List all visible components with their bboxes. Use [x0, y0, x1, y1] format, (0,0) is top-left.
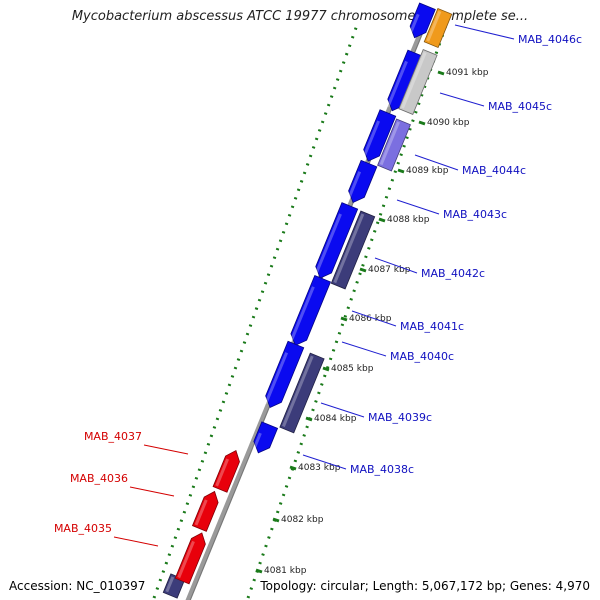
gene-leader-line-left [129, 486, 175, 497]
gene-leader-line [351, 310, 397, 327]
forward-gene-body [191, 490, 219, 532]
reverse-gene-body [253, 421, 279, 454]
outer-gene-highlight [282, 355, 314, 428]
outer-gene-body [377, 118, 411, 172]
major-tick [437, 70, 445, 76]
scale-label: 4087 kbp [368, 265, 411, 275]
forward-gene-body [174, 532, 206, 585]
gene-leader-line [320, 402, 365, 418]
outer-gene [398, 49, 438, 115]
reverse-gene-highlight [408, 13, 420, 35]
scale-label: 4085 kbp [331, 364, 374, 374]
scale-label: 4088 kbp [387, 215, 430, 225]
reverse-gene [347, 159, 378, 203]
reverse-gene-highlight [347, 171, 362, 200]
major-tick [322, 366, 330, 372]
gene-label-right: MAB_4045c [488, 100, 552, 113]
reverse-gene-body [409, 2, 436, 39]
topology-text: Topology: circular; Length: 5,067,172 bp… [260, 579, 590, 593]
gene-leader-line [341, 341, 387, 357]
forward-gene-highlight [177, 540, 195, 579]
gene-label-right: MAB_4043c [443, 208, 507, 221]
outer-gene [279, 352, 325, 434]
scale-label: 4090 kbp [427, 118, 470, 128]
forward-gene [174, 532, 206, 585]
scale-label: 4082 kbp [281, 515, 324, 525]
forward-gene-highlight [194, 499, 208, 526]
outer-gene-highlight [333, 213, 365, 284]
gene-leader-line [439, 92, 485, 107]
outer-gene-highlight [165, 576, 175, 593]
scale-label: 4084 kbp [314, 414, 357, 424]
reverse-gene-highlight [289, 286, 315, 342]
major-tick [359, 267, 367, 273]
outer-gene-highlight [401, 51, 427, 109]
major-tick [305, 416, 313, 422]
outer-gene-body [279, 352, 325, 434]
gene-label-right: MAB_4041c [400, 320, 464, 333]
tick-track-inner [246, 24, 448, 599]
major-tick [418, 120, 426, 126]
gene-leader-line-left [113, 536, 159, 547]
reverse-gene-highlight [264, 352, 289, 405]
forward-gene-highlight [215, 458, 230, 487]
reverse-gene [362, 109, 397, 162]
reverse-gene [289, 274, 332, 346]
outer-gene-body [423, 7, 453, 49]
major-tick [397, 168, 405, 174]
gene-leader-line [302, 454, 347, 470]
gene-leader-line [374, 257, 418, 274]
reverse-gene-highlight [314, 213, 342, 275]
major-tick [289, 465, 297, 471]
tick-track-outer [152, 24, 359, 599]
outer-gene-body [330, 210, 376, 290]
reverse-gene-highlight [362, 120, 380, 158]
major-tick [340, 316, 348, 322]
gene-leader-line [414, 154, 459, 171]
scale-label: 4081 kbp [264, 566, 307, 576]
gene-label-right: MAB_4046c [518, 33, 582, 46]
gene-label-right: MAB_4038c [350, 463, 414, 476]
gene-label-right: MAB_4044c [462, 164, 526, 177]
forward-gene [212, 449, 240, 493]
gene-label-right: MAB_4039c [368, 411, 432, 424]
gene-label-left: MAB_4037 [84, 430, 142, 443]
major-tick [255, 568, 263, 574]
major-tick [272, 517, 280, 523]
reverse-gene-highlight [386, 60, 408, 108]
gene-label-right: MAB_4040c [390, 350, 454, 363]
gene-leader-line [396, 199, 440, 215]
outer-gene [330, 210, 376, 290]
scale-label: 4089 kbp [406, 166, 449, 176]
accession-text: Accession: NC_010397 [9, 579, 146, 593]
outer-gene [423, 7, 453, 49]
reverse-gene-body [290, 274, 332, 346]
gene-label-left: MAB_4035 [54, 522, 112, 535]
gene-leader-line [454, 24, 515, 40]
forward-gene [191, 490, 219, 532]
forward-gene-body [212, 449, 240, 493]
reverse-gene [408, 2, 436, 39]
gene-label-left: MAB_4036 [70, 472, 128, 485]
reverse-gene-body [265, 340, 305, 409]
reverse-gene-body [348, 159, 378, 203]
outer-gene-highlight [426, 10, 442, 42]
reverse-gene-body [363, 109, 397, 162]
outer-gene-highlight [379, 121, 400, 166]
major-tick [378, 217, 386, 223]
outer-gene [377, 118, 411, 172]
scale-label: 4091 kbp [446, 68, 489, 78]
scale-label: 4083 kbp [298, 463, 341, 473]
gene-label-right: MAB_4042c [421, 267, 485, 280]
reverse-gene-highlight [252, 432, 262, 450]
gene-leader-line-left [143, 444, 189, 455]
reverse-gene [252, 421, 279, 454]
reverse-gene-body [315, 202, 359, 279]
reverse-gene [264, 340, 305, 409]
scale-label: 4086 kbp [349, 314, 392, 324]
reverse-gene [314, 202, 359, 279]
outer-gene-body [398, 49, 438, 115]
